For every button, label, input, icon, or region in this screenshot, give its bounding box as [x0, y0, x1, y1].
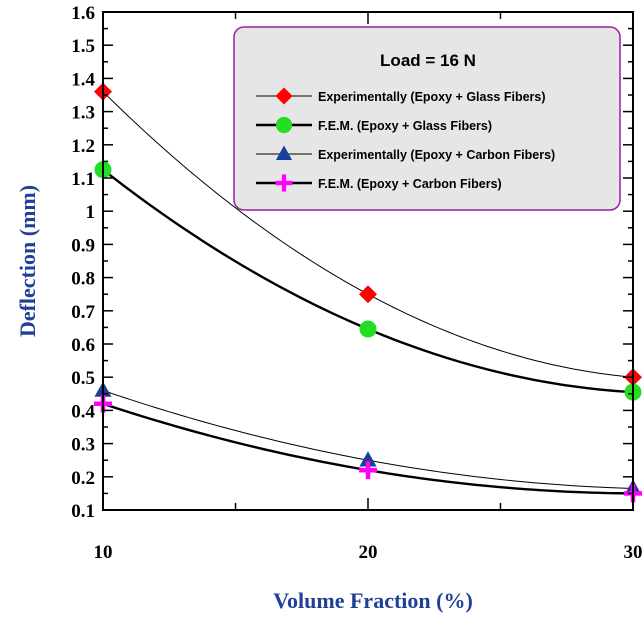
axes: [102, 11, 634, 511]
legend: Load = 16 N Experimentally (Epoxy + Glas…: [233, 26, 621, 211]
y-tick-label: 0.8: [71, 269, 95, 290]
legend-marker-3: [275, 145, 293, 160]
series-line-4: [102, 402, 634, 495]
data-point-series-4: [359, 461, 377, 480]
y-tick-label: 1.5: [71, 36, 95, 57]
y-tick-label: 1.6: [71, 3, 95, 24]
legend-entries: Experimentally (Epoxy + Glass Fibers) F.E…: [256, 87, 555, 192]
legend-marker-4: [275, 174, 293, 192]
y-axis-title: Deflection (mm): [15, 185, 40, 337]
x-tick-label: 10: [94, 542, 113, 563]
y-tick-label: 1.4: [71, 69, 95, 90]
y-tick-label: 0.4: [71, 401, 95, 422]
x-tick-label: 30: [624, 542, 643, 563]
y-tick-label: 0.5: [71, 368, 95, 389]
data-point-series-1: [359, 285, 377, 304]
x-tick-label: 20: [359, 542, 378, 563]
y-tick-label: 0.3: [71, 435, 95, 456]
legend-label-4: F.E.M. (Epoxy + Carbon Fibers): [318, 177, 502, 191]
legend-box: [233, 26, 621, 211]
data-point-series-2: [359, 320, 377, 338]
y-tick-label: 0.7: [71, 302, 95, 323]
data-point-series-3: [359, 451, 377, 467]
legend-label-3: Experimentally (Epoxy + Carbon Fibers): [318, 148, 555, 162]
legend-label-1: Experimentally (Epoxy + Glass Fibers): [318, 90, 546, 104]
legend-marker-1: [275, 87, 293, 105]
tick-labels: 0.1 0.2 0.3 0.4 0.5 0.6 0.7 0.8 0.9 1 1.1 1.2 1.3 1.4…: [71, 3, 642, 563]
y-tick-label: 0.1: [71, 501, 95, 522]
y-tick-label: 1: [86, 202, 96, 223]
legend-marker-2: [275, 116, 293, 134]
y-tick-label: 1.2: [71, 136, 95, 157]
y-tick-label: 1.1: [71, 169, 95, 190]
y-tick-label: 0.2: [71, 468, 95, 489]
y-tick-label: 1.3: [71, 103, 95, 124]
legend-label-2: F.E.M. (Epoxy + Glass Fibers): [318, 119, 492, 133]
x-axis-title: Volume Fraction (%): [273, 588, 473, 613]
y-tick-label: 0.9: [71, 235, 95, 256]
legend-title: Load = 16 N: [380, 51, 476, 70]
y-tick-label: 0.6: [71, 335, 95, 356]
